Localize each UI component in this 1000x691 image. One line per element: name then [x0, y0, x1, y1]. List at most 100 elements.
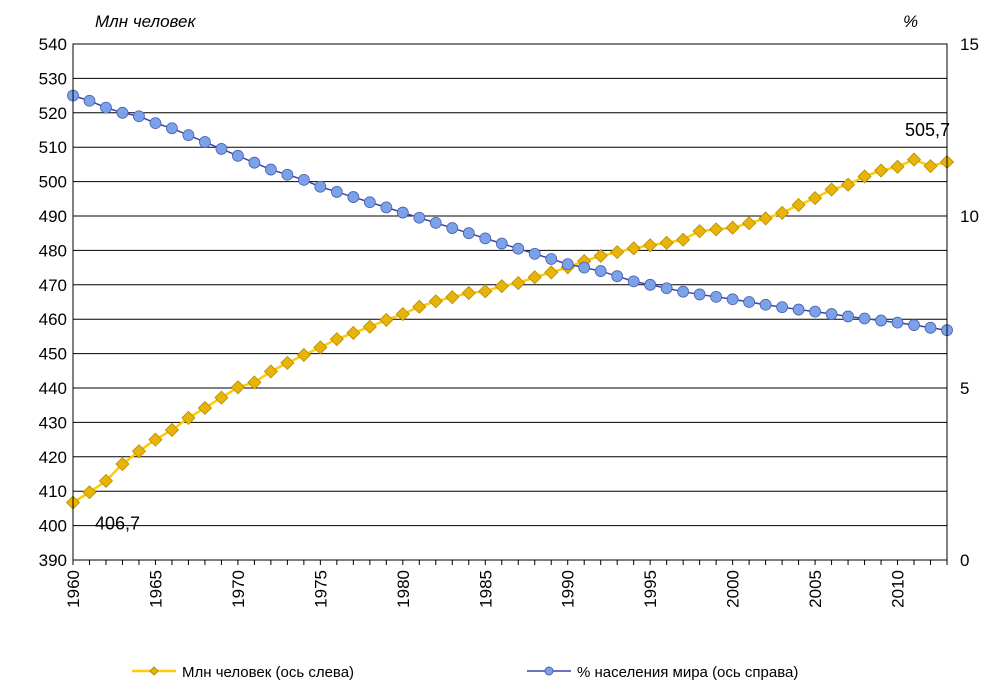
data-point-circle [693, 288, 706, 301]
data-point-diamond [742, 216, 757, 231]
data-point-circle [594, 265, 607, 277]
right-axis-unit-label: % [903, 12, 918, 31]
data-point-circle [792, 303, 805, 316]
data-point-diamond [412, 299, 427, 314]
data-point-diamond [906, 152, 922, 167]
x-tick-label: 1960 [64, 570, 83, 608]
left-tick-label: 500 [39, 173, 67, 192]
data-point-circle [842, 310, 854, 323]
data-point-circle [578, 261, 591, 274]
data-point-diamond [709, 222, 724, 237]
data-point-circle [314, 180, 327, 193]
data-point-diamond [379, 312, 394, 327]
data-point-diamond [511, 276, 526, 291]
data-point-circle [512, 242, 525, 255]
data-point-circle [660, 282, 673, 295]
data-point-diamond [725, 220, 740, 235]
data-point-diamond [214, 390, 229, 405]
left-tick-label: 390 [39, 551, 67, 570]
data-point-circle [199, 136, 211, 148]
data-point-diamond [890, 159, 905, 174]
data-point-circle [627, 275, 640, 288]
data-point-diamond [775, 205, 790, 220]
x-tick-label: 1990 [559, 570, 578, 608]
data-point-diamond [692, 224, 707, 239]
data-point-circle [908, 319, 920, 331]
legend-marker-diamond [149, 666, 159, 676]
data-point-circle [133, 110, 145, 123]
data-point-circle [380, 201, 393, 214]
data-point-diamond [428, 294, 443, 309]
data-point-circle [825, 308, 838, 320]
data-point-diamond [923, 159, 938, 174]
data-point-circle [100, 101, 112, 114]
x-tick-label: 2005 [806, 570, 825, 608]
data-point-circle [149, 117, 162, 130]
data-point-circle [297, 173, 310, 186]
series-line [72, 94, 948, 331]
data-point-circle [924, 321, 937, 334]
data-point-circle [281, 168, 294, 181]
data-point-circle [396, 206, 409, 219]
data-point-circle [759, 298, 772, 311]
data-point-diamond [82, 485, 97, 500]
data-point-diamond [676, 232, 691, 247]
data-point-circle [264, 163, 277, 176]
legend: Млн человек (ось слева) % населения мира… [132, 664, 798, 681]
data-point-circle [611, 270, 624, 283]
right-tick-label: 10 [960, 207, 979, 226]
data-point-circle [248, 156, 261, 169]
x-tick-label: 1965 [146, 570, 165, 608]
data-point-diamond [313, 340, 328, 355]
x-tick-label: 1995 [641, 570, 660, 608]
data-point-circle [561, 258, 574, 271]
data-point-diamond [98, 473, 114, 488]
data-point-diamond [791, 197, 806, 213]
data-point-circle [347, 191, 360, 203]
left-axis-unit-label: Млн человек [95, 12, 197, 31]
data-point-diamond [181, 410, 196, 425]
data-point-diamond [280, 355, 295, 370]
data-point-diamond [544, 265, 559, 280]
left-tick-label: 490 [39, 207, 67, 226]
data-point-diamond [527, 270, 542, 285]
data-point-circle [413, 211, 426, 224]
x-tick-label: 1985 [476, 570, 495, 608]
data-point-circle [429, 216, 442, 229]
data-point-diamond [626, 241, 641, 256]
data-point-diamond [494, 279, 509, 294]
left-tick-label: 460 [39, 310, 67, 329]
data-point-diamond [115, 456, 130, 472]
series-1 [67, 89, 953, 337]
plot-area-frame [72, 43, 948, 561]
series-0 [65, 152, 955, 510]
left-tick-label: 530 [39, 69, 67, 88]
series-layer [65, 89, 955, 510]
x-tick-label: 2010 [889, 570, 908, 608]
data-point-circle [776, 301, 788, 314]
legend-marker-circle [544, 666, 554, 676]
data-point-circle [446, 222, 459, 234]
data-point-diamond [808, 191, 823, 206]
data-point-circle [891, 316, 904, 329]
left-tick-label: 420 [39, 448, 67, 467]
data-point-circle [545, 253, 558, 265]
data-point-circle [809, 305, 821, 318]
legend-label-world-share: % населения мира (ось справа) [577, 664, 798, 681]
data-point-diamond [296, 347, 311, 363]
data-point-diamond [197, 400, 212, 416]
legend-item-world-share: % населения мира (ось справа) [527, 664, 798, 681]
data-point-diamond [164, 422, 180, 438]
x-tick-label: 1975 [311, 570, 330, 608]
data-point-diamond [643, 238, 658, 253]
right-tick-label: 0 [960, 551, 969, 570]
x-tick-label: 1980 [394, 570, 413, 608]
right-tick-label: 15 [960, 35, 979, 54]
data-label: 406,7 [95, 514, 140, 534]
data-point-diamond [758, 211, 773, 226]
data-point-circle [479, 232, 492, 245]
right-axis-ticks: 0 5 10 15 [960, 35, 979, 570]
data-point-circle [710, 290, 723, 303]
data-point-diamond [610, 245, 625, 260]
data-point-diamond [445, 290, 460, 305]
